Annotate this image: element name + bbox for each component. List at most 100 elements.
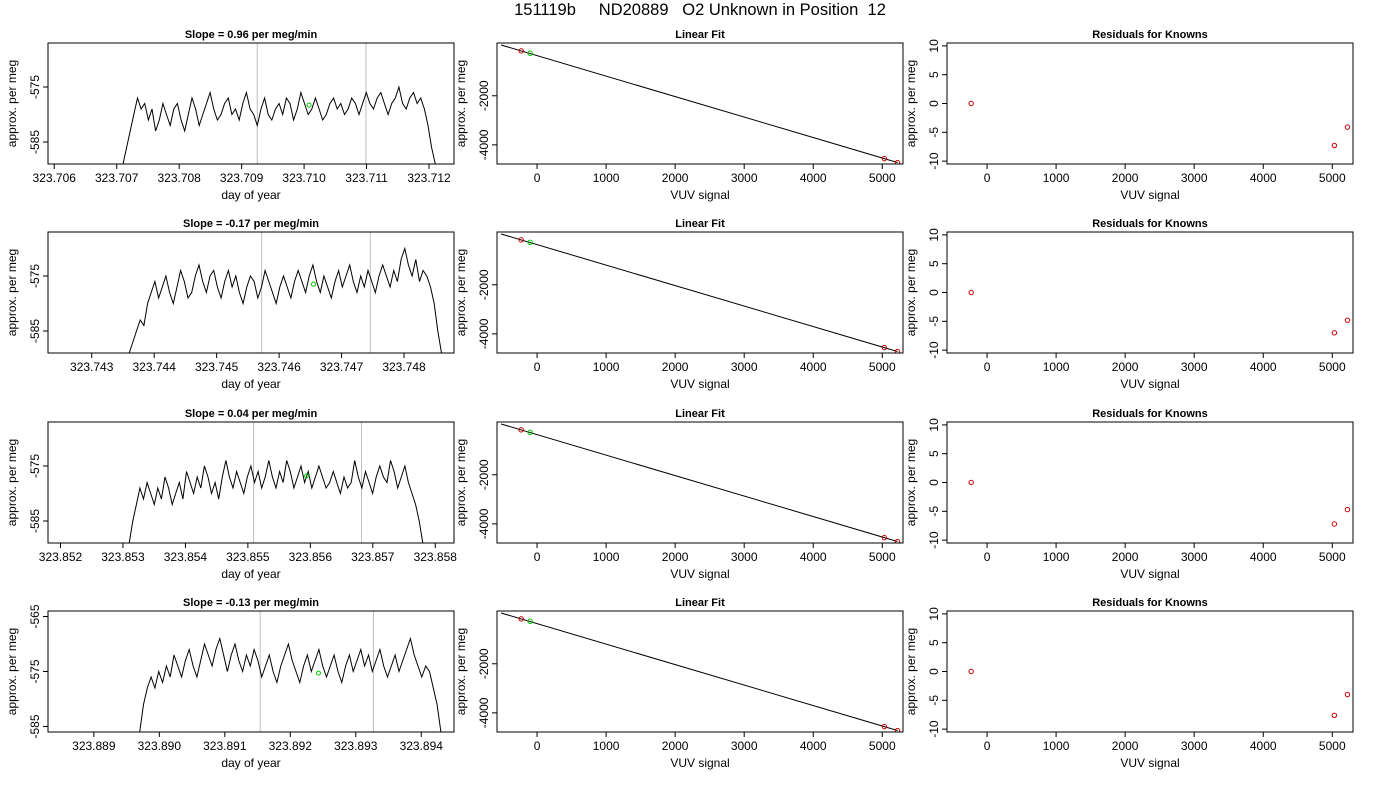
x-tick-label: 3000 <box>731 171 758 185</box>
unknown-marker <box>315 670 321 676</box>
x-tick-label: 323.747 <box>320 360 364 374</box>
x-tick-label: 1000 <box>593 360 620 374</box>
y-tick-label: -585 <box>28 714 42 738</box>
unknown-marker <box>310 281 316 287</box>
x-tick-label: 323.743 <box>70 360 114 374</box>
known-point <box>881 344 888 351</box>
plot-data-group <box>122 43 436 164</box>
y-tick-label: 10 <box>927 418 941 432</box>
known-point <box>1331 330 1338 336</box>
x-tick-label: 4000 <box>800 550 827 564</box>
x-tick-label: 4000 <box>800 360 827 374</box>
x-tick-label: 323.857 <box>351 550 395 564</box>
series-line <box>122 85 436 164</box>
x-tick-label: 1000 <box>1043 171 1070 185</box>
x-axis-label: VUV signal <box>1120 567 1179 581</box>
x-tick-label: 0 <box>984 360 991 374</box>
y-tick-label: -575 <box>28 75 42 99</box>
known-point <box>1344 506 1351 513</box>
known-point <box>1344 317 1351 323</box>
x-tick-label: 323.711 <box>345 171 388 185</box>
x-tick-label: 323.746 <box>257 360 301 374</box>
plot-title: Linear Fit <box>675 29 725 41</box>
x-tick-label: 1000 <box>593 550 620 564</box>
x-tick-label: 3000 <box>1181 360 1208 374</box>
y-tick-label: -10 <box>927 341 941 359</box>
known-point <box>518 427 524 433</box>
x-tick-label: 2000 <box>1112 739 1139 753</box>
y-tick-label: -575 <box>28 454 42 478</box>
x-tick-label: 323.893 <box>334 739 378 753</box>
x-tick-label: 4000 <box>1250 171 1277 185</box>
x-tick-label: 1000 <box>1043 550 1070 564</box>
y-axis-label: approx. per meg <box>5 60 19 147</box>
known-point <box>518 48 524 54</box>
y-tick-label: 0 <box>927 289 941 296</box>
known-point <box>968 100 974 107</box>
plot-title: Slope = 0.96 per meg/min <box>185 29 318 41</box>
y-tick-label: -575 <box>28 264 42 288</box>
plot-data-group <box>128 422 424 543</box>
unknown-marker <box>304 473 310 479</box>
x-tick-label: 323.852 <box>39 550 83 564</box>
plot-frame <box>946 610 1354 733</box>
y-tick-label: -5 <box>927 127 941 138</box>
x-tick-label: 0 <box>534 171 541 185</box>
known-point <box>1331 521 1338 527</box>
y-axis-label: approx. per meg <box>5 439 19 526</box>
x-axis-label: day of year <box>221 377 280 391</box>
y-tick-label: 0 <box>927 100 941 107</box>
y-tick-label: 0 <box>927 668 941 675</box>
x-tick-label: 323.855 <box>226 550 270 564</box>
known-point <box>968 289 974 296</box>
plot-data-group <box>968 668 1351 718</box>
fit-line <box>501 233 898 353</box>
y-tick-label: 10 <box>927 228 941 242</box>
y-tick-label: -2000 <box>477 269 491 300</box>
unknown-marker <box>527 618 533 625</box>
x-tick-label: 0 <box>984 171 991 185</box>
x-tick-label: 5000 <box>869 739 896 753</box>
plot-title: Residuals for Knowns <box>1092 597 1208 609</box>
chart-panel: Slope = 0.96 per meg/min 323.706 323.707 32… <box>5 29 455 202</box>
chart-panel: Residuals for Knowns 0 1000 2000 3000 4000 500… <box>904 408 1354 581</box>
x-axis-label: VUV signal <box>670 567 729 581</box>
x-tick-label: 3000 <box>1181 550 1208 564</box>
chart-panel: Residuals for Knowns 0 1000 2000 3000 4000 500… <box>904 29 1354 202</box>
x-axis-label: VUV signal <box>1120 377 1179 391</box>
y-tick-label: -5 <box>927 695 941 706</box>
known-point <box>968 668 974 675</box>
x-tick-label: 323.744 <box>132 360 176 374</box>
x-axis-label: VUV signal <box>1120 188 1179 202</box>
chart-panel: Linear Fit 0 1000 2000 3000 4000 5000 -2000 -400… <box>454 597 904 770</box>
x-tick-label: 0 <box>984 739 991 753</box>
x-tick-label: 323.892 <box>269 739 313 753</box>
y-tick-label: -565 <box>28 604 42 628</box>
y-axis-label: approx. per meg <box>454 628 468 715</box>
x-axis-label: day of year <box>221 567 280 581</box>
y-tick-label: -5 <box>927 316 941 327</box>
plot-title: Residuals for Knowns <box>1092 408 1208 420</box>
y-axis-label: approx. per meg <box>454 249 468 336</box>
x-tick-label: 3000 <box>731 550 758 564</box>
known-point <box>881 155 888 162</box>
known-point <box>1331 142 1338 149</box>
x-tick-label: 323.709 <box>220 171 264 185</box>
known-point <box>894 538 901 543</box>
x-tick-label: 323.858 <box>414 550 458 564</box>
plot-frame <box>946 421 1354 544</box>
y-axis-label: approx. per meg <box>904 439 918 526</box>
x-axis-label: day of year <box>221 188 280 202</box>
x-tick-label: 5000 <box>1319 550 1346 564</box>
x-tick-label: 323.707 <box>95 171 139 185</box>
y-tick-label: -585 <box>28 130 42 154</box>
x-tick-label: 323.748 <box>382 360 426 374</box>
y-tick-label: 5 <box>927 639 941 646</box>
x-tick-label: 1000 <box>593 739 620 753</box>
x-tick-label: 0 <box>534 550 541 564</box>
plot-data-group <box>968 100 1351 149</box>
fit-line <box>501 423 898 543</box>
y-tick-label: 10 <box>927 39 941 53</box>
x-tick-label: 4000 <box>1250 360 1277 374</box>
